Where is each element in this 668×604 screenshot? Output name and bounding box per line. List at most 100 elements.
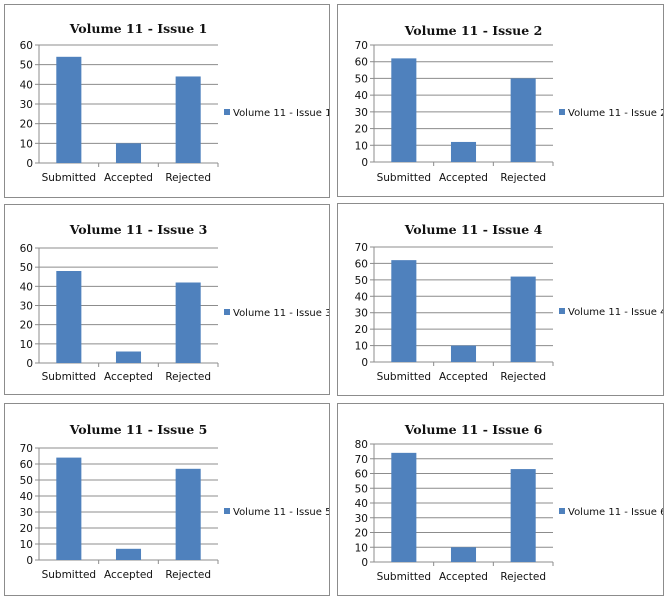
chart-title: Volume 11 - Issue 6 xyxy=(404,422,543,437)
bar-submitted xyxy=(391,58,417,162)
y-tick-label: 0 xyxy=(26,555,33,567)
chart-title: Volume 11 - Issue 2 xyxy=(404,23,543,38)
x-tick-label: Submitted xyxy=(42,172,97,184)
bar-rejected xyxy=(510,276,536,362)
legend-swatch xyxy=(224,109,230,115)
y-tick-label: 10 xyxy=(20,138,33,150)
x-tick-label: Accepted xyxy=(439,371,488,383)
chart-svg: Volume 11 - Issue 6 0 10 20 30 40 50 60 70 80 Subm… xyxy=(355,422,663,583)
x-tick-label: Submitted xyxy=(377,371,432,383)
bar-rejected xyxy=(175,282,201,363)
y-tick-label: 40 xyxy=(20,281,33,293)
legend-label: Volume 11 - Issue 2 xyxy=(568,108,663,119)
legend-swatch xyxy=(559,508,565,514)
y-tick-label: 20 xyxy=(20,119,33,131)
chart-panel-issue-1: Volume 11 - Issue 1 0 10 20 30 40 50 60 Submitte… xyxy=(4,4,330,198)
y-tick-label: 40 xyxy=(20,79,33,91)
y-tick-label: 20 xyxy=(20,523,33,535)
y-tick-label: 0 xyxy=(361,557,368,569)
legend-swatch xyxy=(224,508,230,514)
chart-panel-issue-6: Volume 11 - Issue 6 0 10 20 30 40 50 60 70 80 Subm… xyxy=(337,403,664,596)
y-tick-label: 40 xyxy=(355,291,368,303)
bar-submitted xyxy=(56,457,82,560)
bar-rejected xyxy=(510,469,536,562)
chart-title: Volume 11 - Issue 5 xyxy=(69,422,208,437)
bar-accepted xyxy=(115,548,142,560)
chart-svg: Volume 11 - Issue 3 0 10 20 30 40 50 60 Submitte… xyxy=(20,222,329,383)
y-tick-label: 50 xyxy=(355,483,368,495)
x-tick-label: Rejected xyxy=(165,371,211,383)
legend-label: Volume 11 - Issue 1 xyxy=(233,108,329,119)
chart-panel-issue-3: Volume 11 - Issue 3 0 10 20 30 40 50 60 Submitte… xyxy=(4,204,330,395)
y-tick-label: 50 xyxy=(20,262,33,274)
chart-svg: Volume 11 - Issue 1 0 10 20 30 40 50 60 Submitte… xyxy=(20,21,329,184)
x-tick-label: Accepted xyxy=(104,371,153,383)
x-tick-label: Submitted xyxy=(42,371,97,383)
y-tick-label: 70 xyxy=(20,443,33,455)
bar-submitted xyxy=(56,271,82,363)
chart-title: Volume 11 - Issue 1 xyxy=(69,21,208,36)
y-tick-label: 80 xyxy=(355,439,368,451)
x-tick-label: Accepted xyxy=(104,569,153,581)
chart-panel-issue-4: Volume 11 - Issue 4 0 10 20 30 40 50 60 70 Submit… xyxy=(337,203,664,396)
x-tick-label: Submitted xyxy=(377,571,432,583)
y-tick-label: 10 xyxy=(20,339,33,351)
y-tick-label: 60 xyxy=(355,57,368,69)
legend-label: Volume 11 - Issue 6 xyxy=(568,507,663,518)
chart-panel-issue-2: Volume 11 - Issue 2 0 10 20 30 40 50 60 70 Submit… xyxy=(337,4,664,197)
bar-accepted xyxy=(115,143,142,163)
y-tick-label: 50 xyxy=(355,275,368,287)
x-tick-label: Accepted xyxy=(439,172,488,184)
x-tick-label: Rejected xyxy=(165,172,211,184)
legend-label: Volume 11 - Issue 5 xyxy=(233,507,329,518)
bar-accepted xyxy=(450,141,477,162)
bar-rejected xyxy=(175,468,201,560)
y-tick-label: 50 xyxy=(20,475,33,487)
bar-rejected xyxy=(175,76,201,163)
bar-accepted xyxy=(450,345,477,362)
x-tick-label: Accepted xyxy=(439,571,488,583)
y-tick-label: 30 xyxy=(20,99,33,111)
legend-swatch xyxy=(559,308,565,314)
y-tick-label: 20 xyxy=(355,528,368,540)
y-tick-label: 60 xyxy=(355,469,368,481)
chart-panel-issue-5: Volume 11 - Issue 5 0 10 20 30 40 50 60 70 Submit… xyxy=(4,403,330,596)
bar-submitted xyxy=(391,452,417,562)
y-tick-label: 60 xyxy=(20,40,33,52)
y-tick-label: 70 xyxy=(355,454,368,466)
y-tick-label: 0 xyxy=(26,358,33,370)
y-tick-label: 10 xyxy=(355,140,368,152)
y-tick-label: 60 xyxy=(355,258,368,270)
y-tick-label: 40 xyxy=(20,491,33,503)
legend-swatch xyxy=(224,309,230,315)
legend-label: Volume 11 - Issue 4 xyxy=(568,307,663,318)
y-tick-label: 60 xyxy=(20,459,33,471)
bar-accepted xyxy=(115,351,142,363)
y-tick-label: 20 xyxy=(20,320,33,332)
y-tick-label: 20 xyxy=(355,124,368,136)
y-tick-label: 70 xyxy=(355,40,368,52)
chart-title: Volume 11 - Issue 4 xyxy=(404,222,543,237)
bar-submitted xyxy=(391,260,417,362)
legend-label: Volume 11 - Issue 3 xyxy=(233,308,329,319)
bar-rejected xyxy=(510,78,536,162)
y-tick-label: 30 xyxy=(20,507,33,519)
y-tick-label: 50 xyxy=(20,60,33,72)
x-tick-label: Rejected xyxy=(500,571,546,583)
x-tick-label: Rejected xyxy=(500,172,546,184)
bar-accepted xyxy=(450,547,477,562)
x-tick-label: Submitted xyxy=(42,569,97,581)
chart-svg: Volume 11 - Issue 2 0 10 20 30 40 50 60 70 Submit… xyxy=(355,23,663,184)
chart-title: Volume 11 - Issue 3 xyxy=(69,222,208,237)
chart-svg: Volume 11 - Issue 4 0 10 20 30 40 50 60 70 Submit… xyxy=(355,222,663,383)
y-tick-label: 30 xyxy=(355,308,368,320)
legend-swatch xyxy=(559,109,565,115)
y-tick-label: 40 xyxy=(355,90,368,102)
y-tick-label: 10 xyxy=(355,341,368,353)
x-tick-label: Submitted xyxy=(377,172,432,184)
y-tick-label: 0 xyxy=(361,357,368,369)
x-tick-label: Accepted xyxy=(104,172,153,184)
y-tick-label: 50 xyxy=(355,73,368,85)
y-tick-label: 70 xyxy=(355,242,368,254)
y-tick-label: 10 xyxy=(20,539,33,551)
